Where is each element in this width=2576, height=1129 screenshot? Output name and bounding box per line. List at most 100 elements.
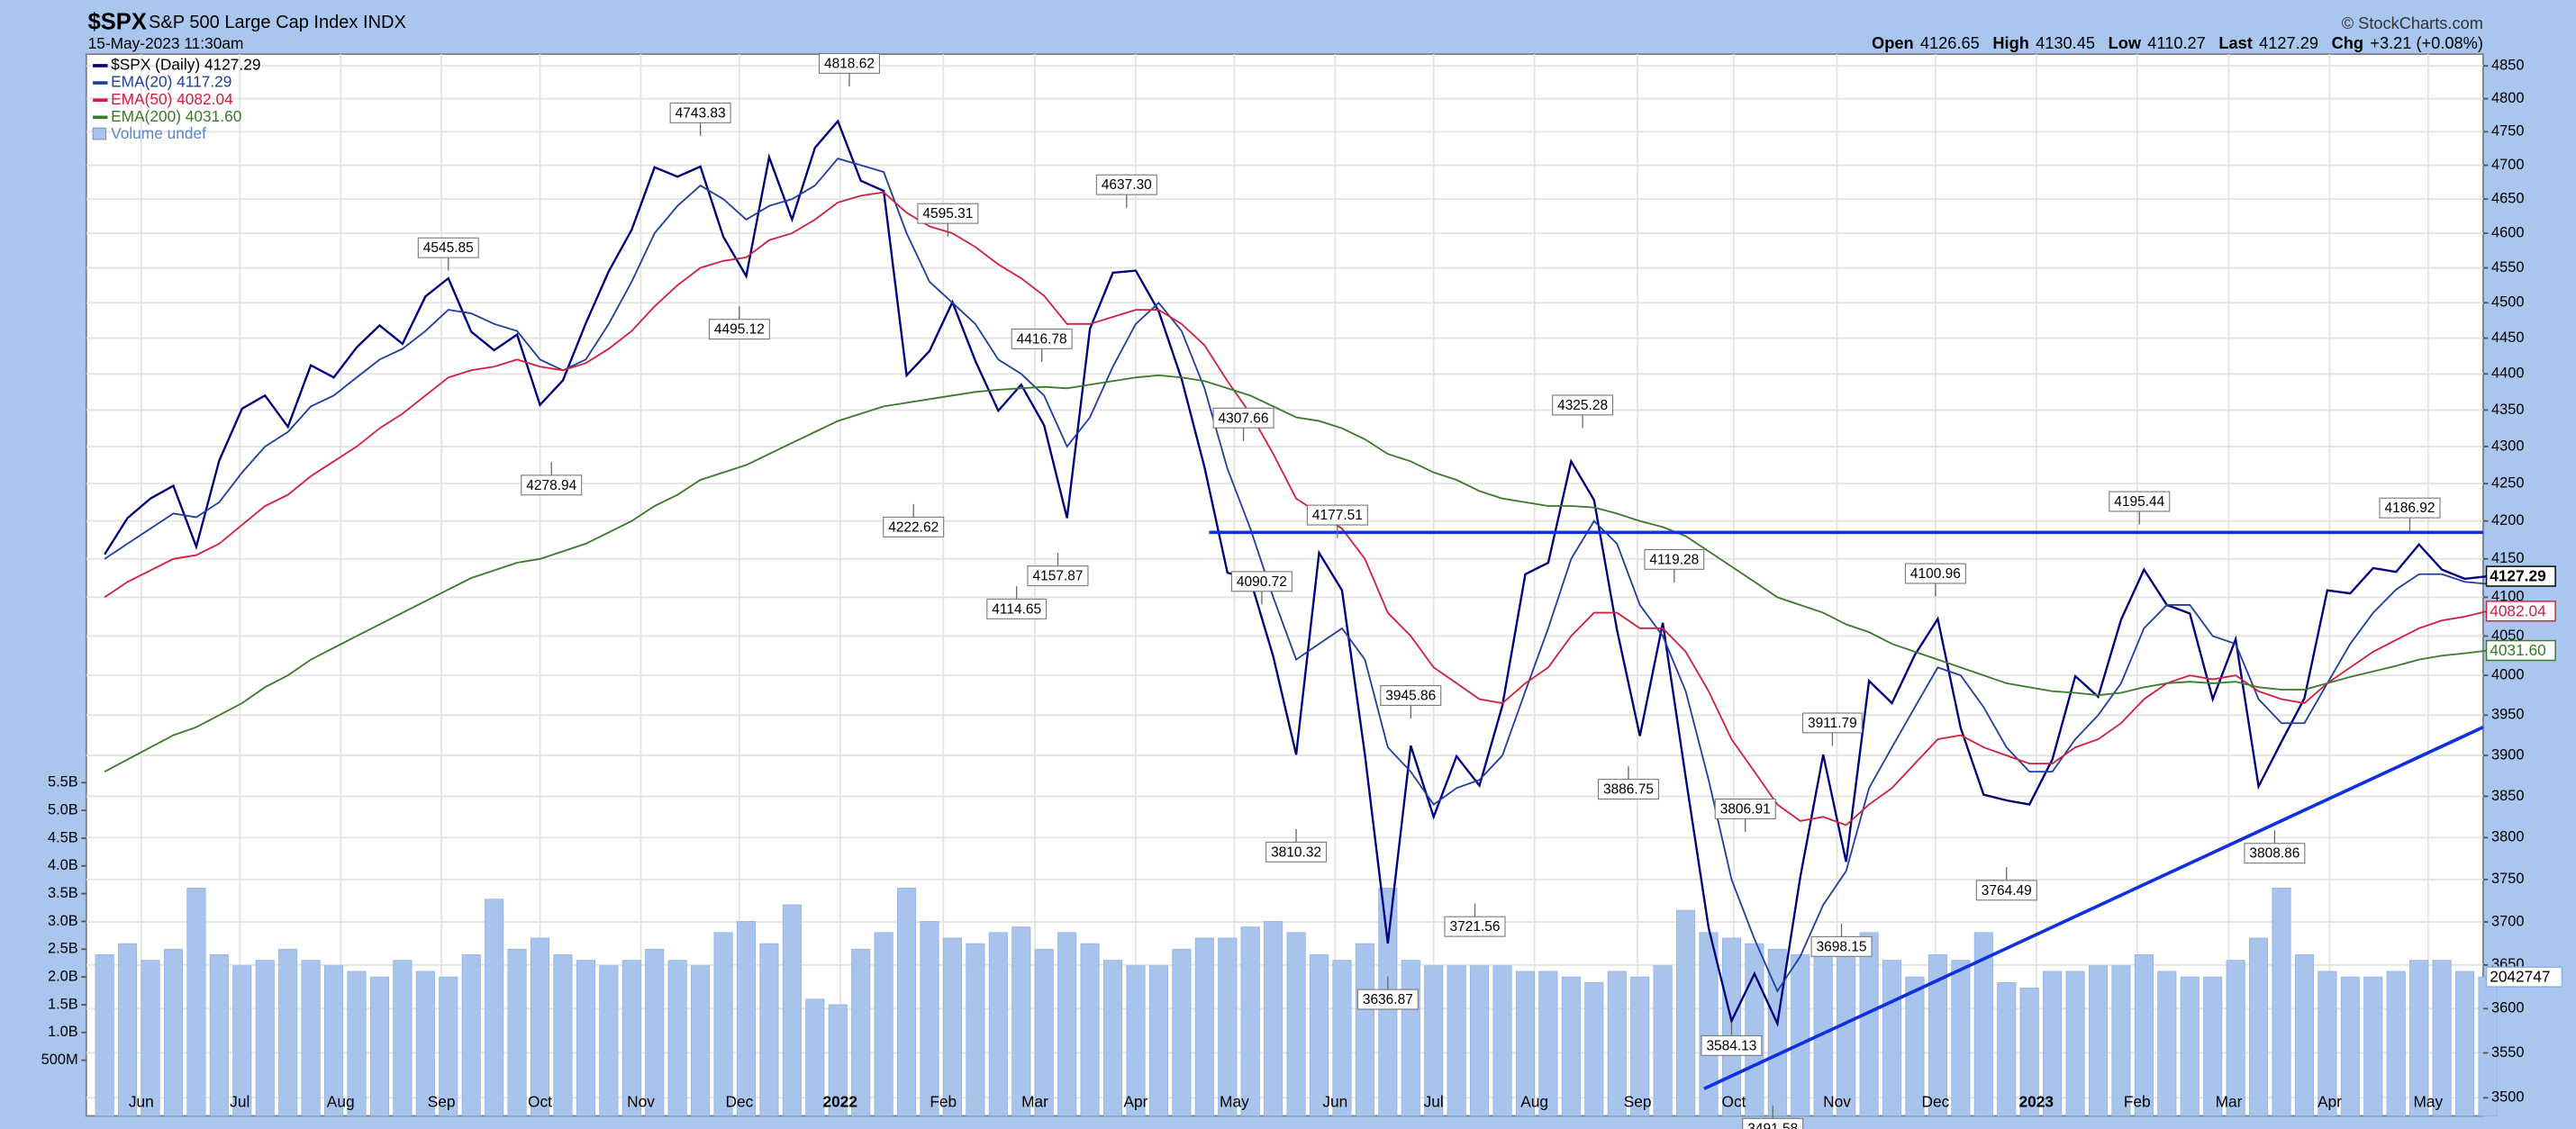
x-tick-label: Nov — [1823, 1092, 1851, 1110]
volume-bar — [485, 899, 504, 1116]
volume-bar — [1103, 960, 1123, 1116]
annotation-label: 3808.86 — [2249, 846, 2299, 862]
volume-bar — [1653, 965, 1673, 1116]
volume-bar — [1447, 965, 1466, 1116]
quote-name: Open — [1872, 34, 1914, 52]
y-tick-label: 4400 — [2491, 366, 2524, 382]
volume-bar — [324, 965, 344, 1116]
volume-bar — [851, 948, 871, 1116]
y-tick-label: 3850 — [2491, 788, 2524, 804]
annotation-box — [2109, 491, 2171, 512]
volume-bar — [1126, 965, 1146, 1116]
volume-bar — [2203, 976, 2223, 1116]
volume-bar — [782, 904, 802, 1116]
y-tick-label: 4000 — [2491, 666, 2524, 682]
volume-bar — [1630, 976, 1650, 1116]
volume-bar — [897, 888, 917, 1116]
quote-value: +3.21 (+0.08%) — [2370, 34, 2483, 52]
volume-bars — [95, 888, 2498, 1116]
x-tick-label: Jun — [129, 1092, 154, 1110]
volume-bar — [2340, 976, 2360, 1116]
annotation-box — [669, 102, 731, 123]
volume-bar — [255, 960, 275, 1116]
annotation-box — [521, 474, 583, 496]
annotation-label: 4114.65 — [992, 601, 1041, 617]
annotation-label: 4278.94 — [526, 478, 576, 493]
volume-bar — [278, 948, 298, 1116]
annotation-label: 3721.56 — [1450, 919, 1501, 935]
annotation-box — [883, 516, 945, 537]
price-tag-box — [2485, 639, 2556, 662]
annotation-label: 3806.91 — [1720, 801, 1771, 817]
volume-bar — [599, 965, 619, 1116]
legend-label: Volume undef — [111, 124, 206, 142]
annotation-box — [1212, 407, 1274, 429]
y-tick-label: 4850 — [2491, 57, 2524, 73]
annotation-box — [1597, 779, 1659, 800]
volume-bar — [1034, 948, 1054, 1116]
annotation-label: 4818.62 — [824, 56, 875, 71]
volume-bar — [2043, 971, 2063, 1116]
volume-bar — [1309, 954, 1329, 1116]
volume-bar — [2134, 954, 2154, 1116]
volume-bar — [1905, 976, 1925, 1116]
volume-bar — [1218, 937, 1238, 1116]
legend-label: EMA(200) 4031.60 — [111, 107, 241, 125]
quote-value: 4130.45 — [2036, 34, 2095, 52]
volume-bar — [805, 998, 825, 1116]
annotation-label: 4222.62 — [888, 519, 939, 535]
volume-bar — [2249, 937, 2269, 1116]
annotation-label: 4495.12 — [714, 322, 765, 338]
annotation-box — [986, 598, 1048, 619]
volume-bar — [2111, 965, 2131, 1116]
quote-name: Chg — [2332, 34, 2363, 52]
y-tick-label: 4650 — [2491, 190, 2524, 206]
volume-bar — [163, 948, 184, 1116]
volume-bar — [439, 976, 458, 1116]
annotation-label: 3698.15 — [1817, 939, 1867, 954]
annotation-box — [818, 52, 880, 74]
volume-bar — [1676, 909, 1696, 1116]
ema-line — [104, 374, 2489, 772]
quote-bar: +3.21 (+0.08%) Chg 4127.29 Last 4110.27 Low 41… — [1872, 34, 2483, 52]
x-tick-label: Dec — [725, 1092, 753, 1110]
annotations: 4545.85 4278.94 4743.83 4495.12 4818.62 4222.… — [417, 52, 2441, 1129]
volume-bar — [645, 948, 665, 1116]
x-tick-label: Jun — [1322, 1092, 1347, 1110]
quote-value: 4126.65 — [1920, 34, 1980, 52]
annotation-box — [1444, 916, 1506, 937]
annotation-box — [2244, 843, 2306, 864]
volume-bar — [1561, 976, 1581, 1116]
volume-bar — [507, 948, 527, 1116]
volume-bar — [2455, 971, 2475, 1116]
annotation-box — [2379, 497, 2441, 519]
volume-bar — [1470, 965, 1490, 1116]
volume-bar — [118, 943, 138, 1116]
volume-bar — [1332, 960, 1352, 1116]
y2-tick-label: 5.0B — [48, 801, 78, 817]
volume-bar — [2386, 971, 2406, 1116]
annotation-box — [1810, 935, 1873, 957]
annotation-label: 3636.87 — [1363, 992, 1413, 1007]
price-tag-box — [2485, 601, 2556, 622]
y-tick-label: 4450 — [2491, 330, 2524, 346]
y2-tick-label: 2.5B — [48, 941, 78, 957]
legend-label: $SPX (Daily) 4127.29 — [111, 55, 260, 73]
volume-bar — [369, 976, 389, 1116]
annotation-box — [417, 237, 479, 258]
x-tick-label: Sep — [1624, 1092, 1652, 1110]
x-tick-label: Apr — [2317, 1092, 2342, 1110]
x-tick-label: Nov — [627, 1092, 655, 1110]
volume-bar — [301, 960, 321, 1116]
x-tick-label: Jul — [230, 1092, 249, 1110]
x-tick-label: May — [2414, 1092, 2444, 1110]
volume-bar — [1973, 932, 1993, 1116]
volume-bar — [2226, 960, 2245, 1116]
volume-bar — [1515, 971, 1536, 1116]
price-line — [104, 119, 2489, 1028]
volume-bar — [988, 932, 1008, 1116]
annotation-label: 4637.30 — [1102, 177, 1152, 193]
x-tick-label: May — [1220, 1092, 1249, 1110]
